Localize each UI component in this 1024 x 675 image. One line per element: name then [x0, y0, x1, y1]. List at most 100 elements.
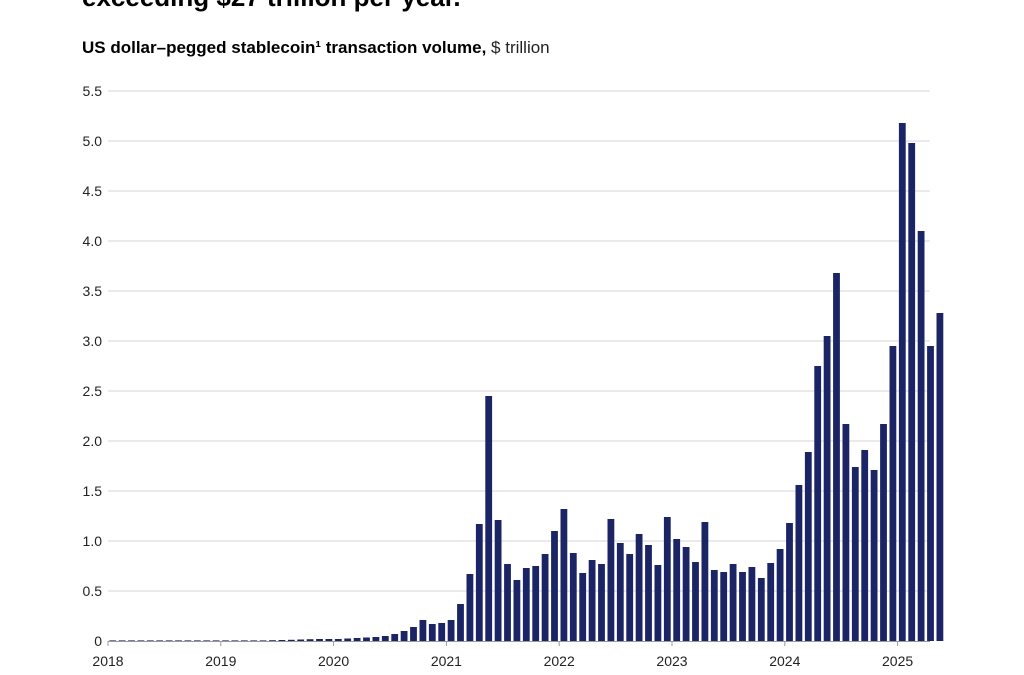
bar-2018-12: [212, 640, 220, 641]
bar-2021-03: [466, 574, 474, 641]
bar-2023-10: [757, 578, 765, 641]
bar-2022-07: [616, 543, 624, 641]
x-axis-ticks: 2018 2019 2020 2021 2022 2023 2024 2025: [92, 641, 913, 669]
bar-2019-08: [287, 639, 295, 641]
bar-2018-09: [184, 640, 192, 641]
bar-2023-04: [701, 522, 709, 641]
bar-2018-01: [109, 640, 117, 641]
bar-2020-01: [334, 639, 342, 641]
bar-2018-05: [146, 640, 154, 641]
bar-2023-11: [767, 563, 775, 641]
bar-2022-12: [663, 517, 671, 641]
bar-2019-10: [306, 639, 314, 641]
bar-2022-03: [579, 573, 587, 641]
bar-2019-05: [259, 640, 267, 641]
bar-2024-12: [889, 346, 897, 641]
y-tick-label: 5.0: [83, 133, 103, 149]
bar-2021-05: [485, 396, 493, 641]
bar-2020-09: [410, 627, 417, 641]
bar-2025-03: [917, 231, 925, 641]
bar-2021-06: [494, 520, 502, 641]
bar-undefined: [936, 313, 944, 641]
bar-2022-04: [588, 560, 596, 641]
gridlines: [108, 90, 930, 592]
bar-2019-12: [325, 639, 333, 641]
y-tick-label: 2.5: [83, 383, 103, 399]
bar-2024-07: [842, 424, 850, 641]
bar-2020-10: [419, 620, 427, 641]
bar-2023-01: [673, 539, 681, 641]
bar-series: [109, 123, 944, 641]
bar-2024-03: [804, 452, 812, 641]
bar-2020-04: [363, 637, 370, 641]
bar-2020-06: [381, 636, 389, 641]
x-tick-label: 2019: [205, 653, 236, 669]
bar-2021-08: [513, 580, 521, 641]
bar-2022-01: [560, 509, 568, 641]
bar-2018-03: [128, 640, 135, 641]
x-tick-label: 2024: [769, 653, 800, 669]
bar-2024-05: [823, 336, 831, 641]
x-tick-label: 2022: [544, 653, 575, 669]
bar-2021-04: [475, 524, 483, 641]
bar-2019-01: [222, 640, 229, 641]
bar-2024-06: [833, 273, 840, 641]
bar-2021-02: [457, 604, 464, 641]
bar-2025-02: [908, 143, 916, 641]
bar-2021-12: [551, 531, 558, 641]
bar-2024-11: [880, 424, 887, 641]
bar-2025-04: [927, 346, 934, 641]
y-tick-label: 4.0: [83, 233, 103, 249]
bar-2024-04: [814, 366, 822, 641]
y-tick-label: 1.0: [83, 533, 103, 549]
bar-2018-11: [203, 640, 211, 641]
chart-title: US dollar–pegged stablecoin¹ transaction…: [82, 38, 487, 57]
bar-2018-02: [118, 640, 126, 641]
bar-2019-04: [250, 640, 258, 641]
chart-subtitle: US dollar–pegged stablecoin¹ transaction…: [82, 38, 550, 58]
bar-2018-06: [156, 640, 164, 641]
x-tick-label: 2018: [92, 653, 123, 669]
bar-2023-06: [720, 572, 728, 641]
bar-2023-09: [748, 567, 756, 641]
bar-2025-01: [898, 123, 906, 641]
bar-2020-08: [400, 631, 408, 641]
bar-2022-02: [569, 553, 577, 641]
y-tick-label: 0.5: [83, 583, 103, 599]
bar-2020-12: [438, 623, 446, 641]
y-tick-label: 0: [94, 633, 102, 649]
bar-2019-11: [316, 639, 323, 641]
bar-2018-04: [137, 640, 145, 641]
y-tick-label: 3.0: [83, 333, 103, 349]
bar-2019-03: [240, 640, 248, 641]
bar-2019-07: [278, 640, 286, 641]
x-tick-label: 2021: [431, 653, 462, 669]
bar-2022-10: [645, 545, 652, 641]
bar-2021-09: [522, 568, 530, 641]
bar-2018-07: [165, 640, 173, 641]
y-tick-label: 1.5: [83, 483, 103, 499]
x-tick-label: 2020: [318, 653, 349, 669]
bar-2022-06: [607, 519, 615, 641]
bar-2023-03: [692, 562, 699, 641]
bar-2021-10: [532, 566, 540, 641]
y-tick-label: 4.5: [83, 183, 103, 199]
bar-2020-05: [372, 637, 380, 641]
bar-2023-02: [682, 547, 690, 641]
bar-2021-07: [504, 564, 511, 641]
bar-2021-01: [447, 620, 455, 641]
bar-2023-08: [739, 572, 746, 641]
bar-2020-07: [391, 634, 399, 641]
bar-2019-09: [297, 639, 305, 641]
bar-2018-10: [193, 640, 201, 641]
bar-2022-08: [626, 554, 634, 641]
bar-2018-08: [175, 640, 182, 641]
bar-2022-11: [654, 565, 662, 641]
y-tick-label: 5.5: [83, 83, 103, 99]
bar-2024-02: [795, 485, 803, 641]
bar-2020-03: [353, 638, 361, 641]
bar-2019-06: [269, 640, 276, 641]
headline: exceeding $27 trillion per year.: [82, 0, 461, 10]
chart-unit: $ trillion: [491, 38, 550, 57]
